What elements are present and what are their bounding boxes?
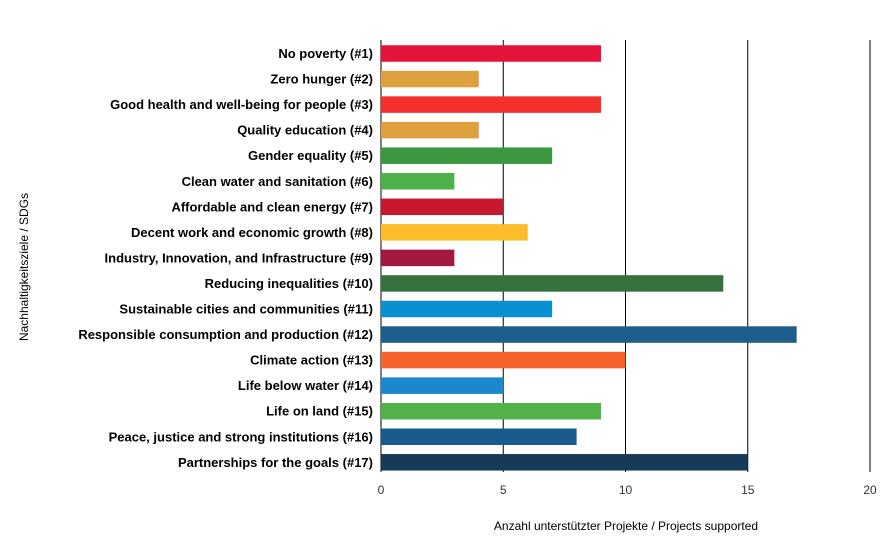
x-tick-label: 5 [500,483,507,497]
category-label: Life on land (#15) [266,404,373,419]
category-label: Sustainable cities and communities (#11) [119,302,373,317]
x-tick-labels: 0 5 10 15 20 [378,483,877,497]
category-label: Reducing inequalities (#10) [205,276,373,291]
bar-12 [381,326,797,343]
category-label: Partnerships for the goals (#17) [178,455,373,470]
bar-2 [381,70,479,88]
category-label: Peace, justice and strong institutions (… [109,429,373,444]
bar-7 [381,198,504,216]
category-label: No poverty (#1) [278,46,373,61]
bars [381,45,797,471]
category-label: Clean water and sanitation (#6) [182,174,373,189]
x-tick-label: 15 [741,483,755,497]
bar-13 [381,351,626,369]
x-tick-label: 20 [863,483,877,497]
x-tick-label: 0 [378,483,385,497]
category-label: Responsible consumption and production (… [78,327,373,342]
bar-6 [381,173,455,190]
category-label: Zero hunger (#2) [270,72,373,87]
category-label: Life below water (#14) [238,378,373,393]
bar-11 [381,300,553,318]
bar-16 [381,428,577,445]
category-label: Good health and well-being for people (#… [110,97,373,112]
bar-4 [381,121,479,139]
bar-14 [381,377,504,394]
x-axis-title: Anzahl unterstützter Projekte / Projects… [494,519,758,533]
y-axis-title: Nachhaltigkeitsziele / SDGs [17,193,31,341]
category-label: Industry, Innovation, and Infrastructure… [105,250,373,265]
bar-3 [381,96,602,113]
category-label: Gender equality (#5) [248,148,373,163]
category-label: Quality education (#4) [237,123,373,138]
bar-1 [381,45,602,62]
category-labels: No poverty (#1) Zero hunger (#2) Good heal… [78,46,373,470]
bar-10 [381,275,724,292]
bar-17 [381,454,748,471]
bar-15 [381,402,602,420]
x-tick-label: 10 [619,483,633,497]
category-label: Affordable and clean energy (#7) [171,199,373,214]
bar-5 [381,147,553,164]
category-label: Climate action (#13) [250,353,373,368]
bar-8 [381,224,528,241]
bar-9 [381,249,455,267]
category-label: Decent work and economic growth (#8) [131,225,373,240]
